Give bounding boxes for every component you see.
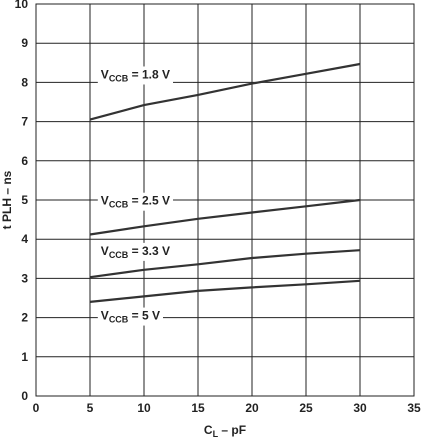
series-lines: [89, 62, 361, 303]
y-axis-title: t PLH – ns: [0, 170, 14, 229]
plot-frame: [35, 3, 415, 397]
series-label-bg: [97, 307, 164, 326]
series-label-bg: [97, 66, 174, 85]
x-tick-label: 20: [245, 401, 259, 415]
y-tick-label: 4: [21, 232, 28, 246]
x-tick-label: 15: [191, 401, 205, 415]
y-tick-label: 7: [21, 115, 28, 129]
series-label: VCCB = 5 V: [101, 309, 160, 325]
series-line: [89, 279, 361, 303]
x-tick-label: 10: [137, 401, 151, 415]
x-tick-label: 25: [299, 401, 313, 415]
y-tick-label: 6: [21, 154, 28, 168]
series-label: VCCB = 1.8 V: [101, 67, 170, 83]
y-tick-label: 1: [21, 350, 28, 364]
x-tick-label: 0: [33, 401, 40, 415]
y-tick-label: 2: [21, 311, 28, 325]
y-tick-label: 8: [21, 75, 28, 89]
series-label-bg: [97, 192, 174, 211]
series-line: [89, 62, 361, 121]
y-tick-label: 3: [21, 271, 28, 285]
y-tick-label: 5: [21, 193, 28, 207]
y-tick-label: 10: [15, 0, 29, 11]
x-axis-title: CL – pF: [204, 423, 246, 439]
series-label-bg: [97, 242, 174, 261]
series-label: VCCB = 3.3 V: [101, 244, 170, 260]
tick-labels: 0 5 10 15 20 25 30 35 0 1 2 3 4 5 6 7 8 9 10: [15, 0, 421, 415]
x-tick-label: 30: [353, 401, 367, 415]
y-tick-label: 0: [21, 389, 28, 403]
series-labels: VCCB = 1.8 V VCCB = 2.5 V VCCB = 3.3 V VCCB…: [97, 66, 174, 326]
series-line: [89, 198, 361, 236]
x-tick-label: 35: [407, 401, 421, 415]
series-label: VCCB = 2.5 V: [101, 194, 170, 210]
series-line: [89, 249, 361, 279]
x-tick-label: 5: [87, 401, 94, 415]
y-tick-label: 9: [21, 36, 28, 50]
